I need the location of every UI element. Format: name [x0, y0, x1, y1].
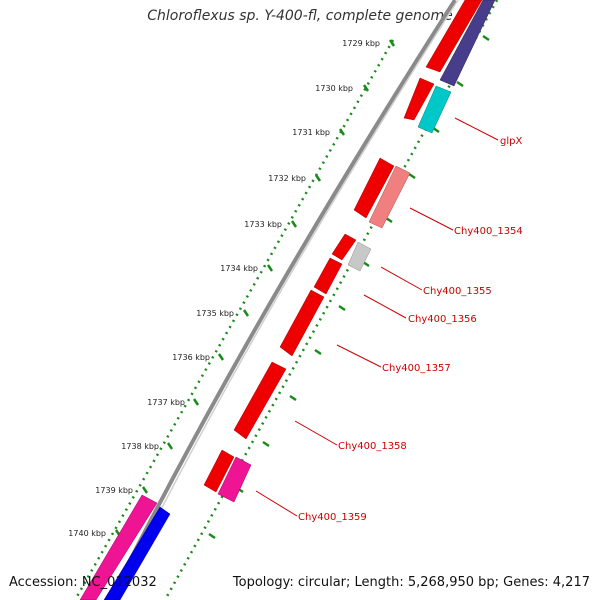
gene-forward-1734[interactable]: [313, 257, 343, 295]
gene-forward-1730[interactable]: [403, 77, 435, 121]
ruler-major-tick: [192, 398, 200, 406]
ruler-major-tick: [242, 309, 250, 317]
gene-label[interactable]: Chy400_1357: [382, 363, 451, 374]
genome-backbone-shadow: [114, 0, 459, 600]
inner-major-tick: [289, 394, 297, 402]
ruler-major-tick: [338, 128, 346, 136]
ruler-major-tick: [141, 486, 149, 494]
gene-reverse-gray-1355[interactable]: [347, 241, 372, 272]
gene-forward-blue-1739[interactable]: [103, 506, 171, 600]
gene-reverse-lightred-1354[interactable]: [368, 165, 411, 229]
accession-text: Accession: NC_012032: [9, 575, 157, 590]
gene-label[interactable]: Chy400_1354: [454, 226, 523, 237]
gene-forward-1733[interactable]: [331, 233, 357, 261]
inner-major-tick: [314, 348, 322, 356]
ruler-label: 1739 kbp: [95, 486, 133, 495]
inner-major-tick: [456, 80, 464, 88]
gene-reverse-magenta-1359[interactable]: [217, 456, 252, 503]
gene-forward-top[interactable]: [425, 0, 483, 73]
gene-forward-1732[interactable]: [353, 157, 395, 219]
inner-major-tick: [208, 532, 216, 540]
inner-major-tick: [482, 34, 490, 42]
ruler-label: 1731 kbp: [292, 128, 330, 137]
ruler-label: 1732 kbp: [268, 174, 306, 183]
gene-reverse-cyan-glpX[interactable]: [417, 85, 452, 134]
gene-forward-1735[interactable]: [279, 289, 325, 357]
ruler-label: 1734 kbp: [220, 264, 258, 273]
ruler-label: 1736 kbp: [172, 353, 210, 362]
inner-major-tick: [408, 172, 416, 180]
ruler-label: 1735 kbp: [196, 309, 234, 318]
ruler-label: 1737 kbp: [147, 398, 185, 407]
ruler-label: 1729 kbp: [342, 39, 380, 48]
gene-label[interactable]: glpX: [500, 136, 522, 147]
ruler-label: 1738 kbp: [121, 442, 159, 451]
ruler-major-tick: [290, 220, 298, 228]
forward-genes: [79, 0, 483, 600]
ruler-label: 1730 kbp: [315, 84, 353, 93]
gene-reverse-purple-top[interactable]: [439, 0, 496, 87]
gene-label[interactable]: Chy400_1358: [338, 441, 407, 452]
reverse-genes: [217, 0, 496, 503]
genome-backbone: [108, 0, 457, 600]
gene-label[interactable]: Chy400_1355: [423, 286, 492, 297]
genome-summary-text: Topology: circular; Length: 5,268,950 bp…: [232, 575, 590, 590]
ruler-label: 1733 kbp: [244, 220, 282, 229]
inner-major-tick: [338, 304, 346, 312]
ruler-major-tick: [314, 174, 322, 182]
leader-lines: [255, 117, 499, 517]
ruler-major-tick: [362, 84, 370, 92]
ruler-major-tick: [388, 39, 396, 47]
gene-forward-1737[interactable]: [233, 361, 287, 440]
gene-forward-magenta-1739[interactable]: [79, 494, 158, 600]
ruler-major-tick: [166, 442, 174, 450]
map-title: Chloroflexus sp. Y-400-fl, complete geno…: [147, 8, 453, 24]
inner-major-tick: [262, 440, 270, 448]
ruler-major-tick: [266, 264, 274, 272]
ruler-label: 1740 kbp: [68, 529, 106, 538]
gene-label[interactable]: Chy400_1356: [408, 314, 477, 325]
gene-label[interactable]: Chy400_1359: [298, 512, 367, 523]
gene-forward-1738[interactable]: [203, 449, 235, 493]
ruler-major-tick: [217, 353, 225, 361]
